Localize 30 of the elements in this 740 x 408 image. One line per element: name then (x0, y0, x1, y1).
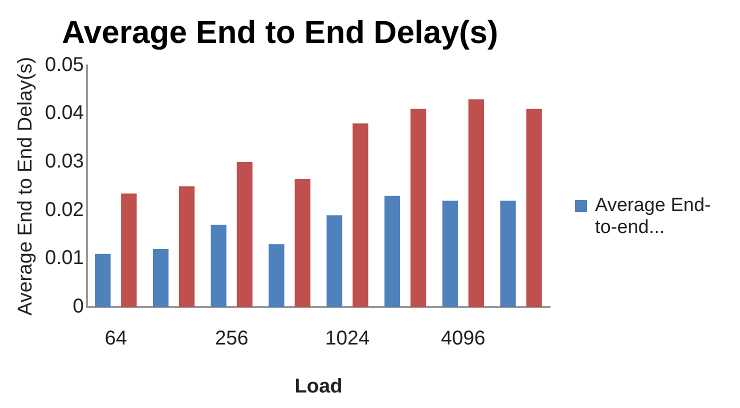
bar (121, 193, 137, 307)
y-tick-label: 0.01 (44, 247, 84, 270)
bar (95, 254, 111, 307)
bar (384, 196, 400, 307)
y-tick-label: 0.02 (44, 198, 84, 221)
bar (294, 178, 310, 307)
y-tick-label: 0 (72, 296, 84, 318)
x-axis-title: Load (294, 376, 342, 398)
x-tick-label: 4096 (440, 328, 486, 350)
y-tick-label: 0.05 (44, 54, 84, 76)
y-tick-label: 0.04 (44, 102, 84, 124)
bar (152, 249, 169, 307)
bar (178, 186, 195, 307)
bar (268, 244, 284, 307)
bar (236, 162, 252, 307)
bar (526, 108, 542, 307)
bar (410, 108, 426, 307)
bar (210, 224, 226, 307)
bar (326, 215, 342, 307)
y-axis-title: Average End to End Delay(s) (14, 56, 37, 316)
bar (442, 200, 458, 307)
x-tick-label: 64 (104, 328, 127, 350)
bar (468, 99, 484, 307)
chart-title: Average End to End Delay(s) (62, 14, 498, 50)
legend-label: Average End-to-end... (595, 195, 712, 239)
bar (352, 123, 368, 307)
bar (500, 200, 516, 307)
x-tick-label: 256 (214, 328, 248, 350)
y-tick-label: 0.03 (44, 150, 84, 173)
x-tick-label: 1024 (325, 328, 370, 350)
